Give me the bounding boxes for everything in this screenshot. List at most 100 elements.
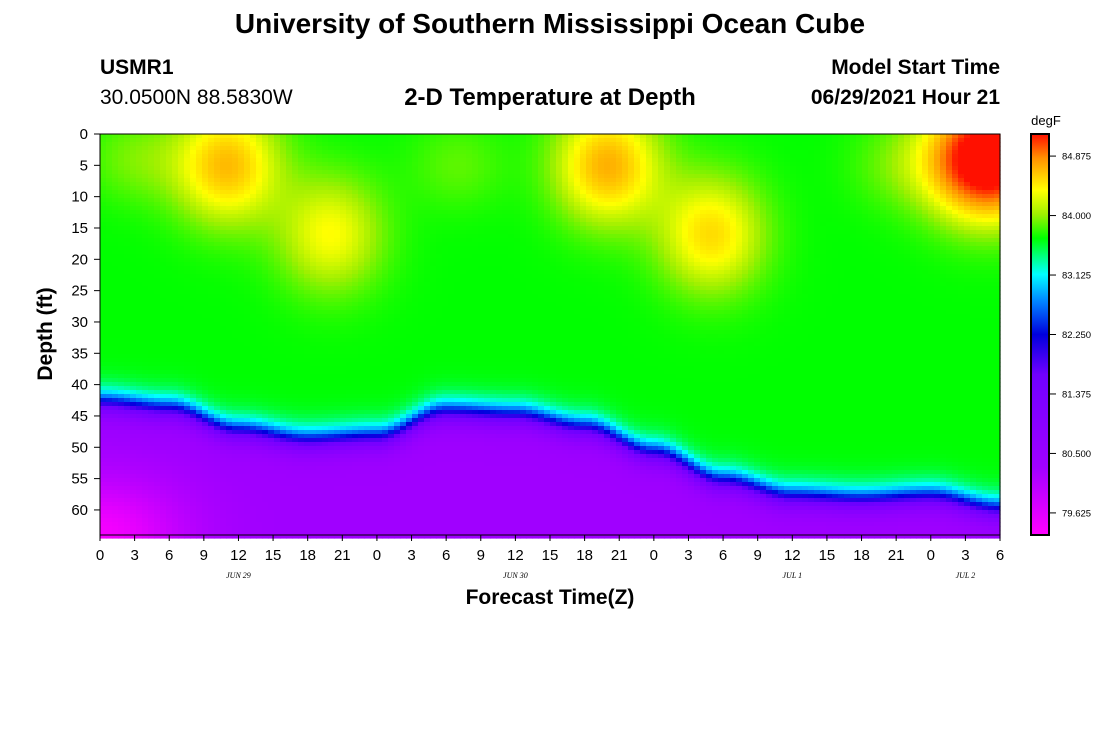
heatmap-cell	[346, 194, 353, 199]
heatmap-cell	[550, 262, 557, 267]
heatmap-cell	[952, 238, 959, 243]
heatmap-cell	[490, 218, 497, 223]
heatmap-cell	[886, 242, 893, 247]
heatmap-cell	[454, 170, 461, 175]
heatmap-cell	[652, 246, 659, 251]
heatmap-cell	[430, 250, 437, 255]
heatmap-cell	[976, 194, 983, 199]
heatmap-cell	[772, 258, 779, 263]
heatmap-cell	[520, 222, 527, 227]
heatmap-cell	[382, 134, 389, 139]
heatmap-cell	[118, 218, 125, 223]
heatmap-cell	[346, 178, 353, 183]
heatmap-cell	[130, 262, 137, 267]
heatmap-cell	[256, 190, 263, 195]
heatmap-cell	[238, 262, 245, 267]
heatmap-cell	[808, 166, 815, 171]
heatmap-cell	[658, 222, 665, 227]
heatmap-cell	[328, 150, 335, 155]
heatmap-cell	[592, 186, 599, 191]
heatmap-cell	[610, 226, 617, 231]
heatmap-cell	[196, 166, 203, 171]
heatmap-cell	[100, 190, 107, 195]
heatmap-cell	[790, 182, 797, 187]
heatmap-cell	[688, 150, 695, 155]
heatmap-cell	[298, 138, 305, 143]
heatmap-cell	[472, 202, 479, 207]
heatmap-cell	[928, 206, 935, 211]
heatmap-cell	[730, 230, 737, 235]
heatmap-cell	[526, 170, 533, 175]
heatmap-cell	[562, 222, 569, 227]
heatmap-cell	[514, 194, 521, 199]
heatmap-cell	[268, 206, 275, 211]
heatmap-cell	[514, 154, 521, 159]
heatmap-cell	[532, 254, 539, 259]
heatmap-cell	[220, 134, 227, 139]
heatmap-cell	[886, 210, 893, 215]
heatmap-cell	[826, 238, 833, 243]
heatmap-cell	[886, 214, 893, 219]
heatmap-cell	[178, 190, 185, 195]
heatmap-cell	[550, 238, 557, 243]
heatmap-cell	[136, 142, 143, 147]
heatmap-cell	[424, 194, 431, 199]
heatmap-cell	[652, 250, 659, 255]
heatmap-cell	[316, 170, 323, 175]
heatmap-cell	[484, 222, 491, 227]
heatmap-cell	[334, 166, 341, 171]
heatmap-cell	[676, 182, 683, 187]
heatmap-cell	[862, 134, 869, 139]
heatmap-cell	[994, 142, 1001, 147]
heatmap-cell	[424, 182, 431, 187]
heatmap-cell	[832, 170, 839, 175]
heatmap-cell	[520, 198, 527, 203]
heatmap-cell	[370, 174, 377, 179]
heatmap-cell	[514, 174, 521, 179]
heatmap-cell	[232, 210, 239, 215]
heatmap-cell	[940, 226, 947, 231]
heatmap-cell	[742, 238, 749, 243]
heatmap-cell	[562, 194, 569, 199]
heatmap-cell	[286, 178, 293, 183]
heatmap-cell	[274, 134, 281, 139]
heatmap-cell	[586, 242, 593, 247]
heatmap-cell	[772, 210, 779, 215]
heatmap-cell	[850, 198, 857, 203]
heatmap-cell	[868, 182, 875, 187]
heatmap-cell	[166, 150, 173, 155]
heatmap-cell	[784, 166, 791, 171]
heatmap-cell	[664, 262, 671, 267]
heatmap-cell	[280, 166, 287, 171]
heatmap-cell	[664, 142, 671, 147]
heatmap-cell	[382, 158, 389, 163]
heatmap-cell	[538, 218, 545, 223]
heatmap-cell	[784, 226, 791, 231]
heatmap-cell	[622, 158, 629, 163]
heatmap-cell	[238, 174, 245, 179]
heatmap-cell	[832, 154, 839, 159]
heatmap-cell	[550, 254, 557, 259]
heatmap-cell	[658, 174, 665, 179]
heatmap-cell	[124, 230, 131, 235]
heatmap-cell	[628, 250, 635, 255]
heatmap-cell	[976, 222, 983, 227]
heatmap-cell	[646, 230, 653, 235]
heatmap-cell	[712, 174, 719, 179]
heatmap-cell	[298, 198, 305, 203]
heatmap-cell	[124, 138, 131, 143]
heatmap-cell	[460, 218, 467, 223]
heatmap-cell	[136, 202, 143, 207]
heatmap-cell	[484, 206, 491, 211]
heatmap-cell	[790, 218, 797, 223]
heatmap-cell	[376, 246, 383, 251]
heatmap-cell	[814, 146, 821, 151]
heatmap-cell	[112, 246, 119, 251]
heatmap-cell	[892, 258, 899, 263]
heatmap-cell	[364, 202, 371, 207]
heatmap-cell	[952, 166, 959, 171]
heatmap-cell	[202, 158, 209, 163]
heatmap-cell	[670, 146, 677, 151]
heatmap-cell	[310, 262, 317, 267]
heatmap-cell	[904, 194, 911, 199]
